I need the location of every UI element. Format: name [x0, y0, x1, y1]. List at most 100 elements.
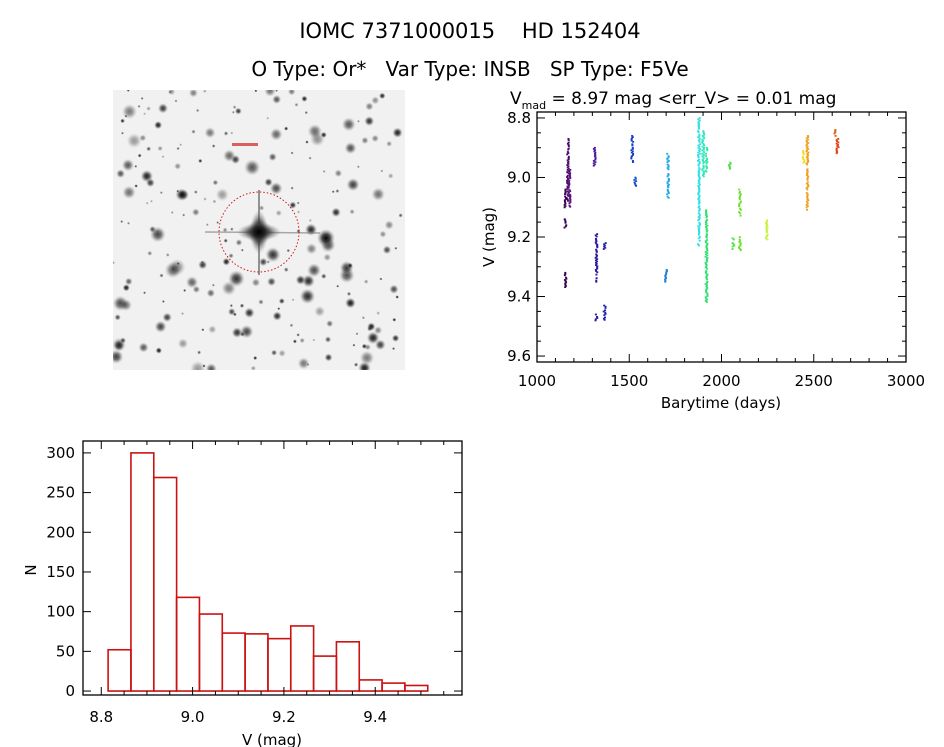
data-point — [837, 141, 840, 144]
field-star — [232, 312, 237, 317]
field-star — [324, 336, 332, 343]
field-star — [386, 140, 393, 147]
data-point — [666, 182, 669, 185]
data-point — [705, 211, 708, 214]
data-point — [705, 264, 708, 266]
field-star — [270, 349, 278, 356]
data-point — [593, 150, 596, 153]
data-point — [739, 194, 742, 197]
data-point — [698, 119, 701, 122]
field-star — [336, 284, 340, 288]
data-point — [802, 157, 805, 159]
data-point — [702, 154, 705, 156]
data-point — [806, 196, 809, 199]
data-point — [738, 195, 741, 198]
data-point — [705, 227, 708, 230]
data-point — [731, 245, 734, 248]
field-star — [126, 90, 130, 92]
field-star — [307, 263, 322, 278]
data-point-group — [801, 149, 806, 164]
data-point — [704, 169, 707, 172]
data-point — [706, 218, 709, 221]
field-star — [308, 156, 312, 160]
field-star — [176, 146, 180, 151]
data-point — [703, 161, 706, 163]
data-point — [702, 164, 705, 167]
field-star — [283, 267, 289, 273]
field-star — [124, 114, 128, 118]
data-point — [702, 156, 705, 159]
data-point — [568, 183, 571, 186]
field-star — [341, 117, 356, 132]
data-point — [698, 139, 701, 142]
data-point — [697, 155, 700, 158]
data-point — [697, 212, 700, 215]
data-point — [564, 195, 567, 198]
data-point — [567, 141, 570, 144]
field-star — [134, 184, 138, 188]
data-point — [702, 130, 705, 133]
data-point — [738, 188, 741, 191]
data-point — [739, 243, 742, 246]
data-point — [632, 161, 635, 163]
data-point — [664, 280, 667, 283]
data-point — [698, 117, 701, 119]
data-point — [697, 202, 700, 205]
data-point — [706, 278, 709, 281]
data-point-group — [704, 146, 709, 173]
data-point — [765, 230, 768, 233]
field-star — [143, 291, 147, 295]
data-point-group — [696, 117, 701, 247]
data-point — [596, 233, 599, 236]
data-point — [834, 130, 837, 133]
y-tick-label: 9.4 — [507, 288, 531, 306]
data-point — [566, 190, 569, 193]
field-star — [376, 311, 381, 316]
field-star — [286, 248, 290, 253]
data-point — [664, 279, 667, 282]
data-point — [633, 181, 636, 184]
data-point — [705, 215, 708, 218]
data-point — [803, 160, 806, 163]
data-point — [807, 138, 810, 141]
data-point-group — [563, 218, 568, 229]
data-point — [698, 196, 701, 199]
field-star — [244, 159, 261, 176]
data-point — [698, 177, 701, 180]
data-point-group — [704, 209, 709, 303]
data-point — [594, 161, 597, 163]
data-point — [702, 146, 705, 149]
data-point — [731, 248, 734, 250]
data-point — [567, 143, 570, 146]
data-point — [739, 244, 742, 247]
data-point — [698, 239, 701, 242]
field-star — [287, 90, 296, 96]
data-point — [738, 202, 741, 205]
data-point — [567, 195, 570, 197]
field-star — [365, 102, 374, 111]
field-star — [145, 178, 155, 188]
data-point-group — [835, 137, 840, 155]
data-point — [702, 174, 705, 177]
data-point — [706, 295, 709, 297]
x-tick-label: 2000 — [702, 372, 740, 390]
field-star — [302, 274, 315, 288]
data-point — [739, 242, 742, 244]
y-tick-label: 250 — [46, 484, 75, 502]
data-point — [666, 152, 669, 155]
data-point — [706, 258, 709, 261]
data-point — [698, 169, 701, 172]
field-star — [134, 164, 138, 168]
field-star — [378, 92, 386, 100]
data-point — [706, 260, 709, 263]
data-point-group — [728, 161, 732, 170]
field-star — [346, 291, 352, 297]
field-star — [120, 131, 125, 135]
field-star — [228, 253, 234, 259]
field-star — [154, 320, 167, 333]
field-star — [331, 207, 341, 218]
data-point — [566, 180, 569, 183]
data-point — [706, 252, 709, 255]
data-point — [568, 174, 571, 177]
data-point — [664, 276, 667, 278]
